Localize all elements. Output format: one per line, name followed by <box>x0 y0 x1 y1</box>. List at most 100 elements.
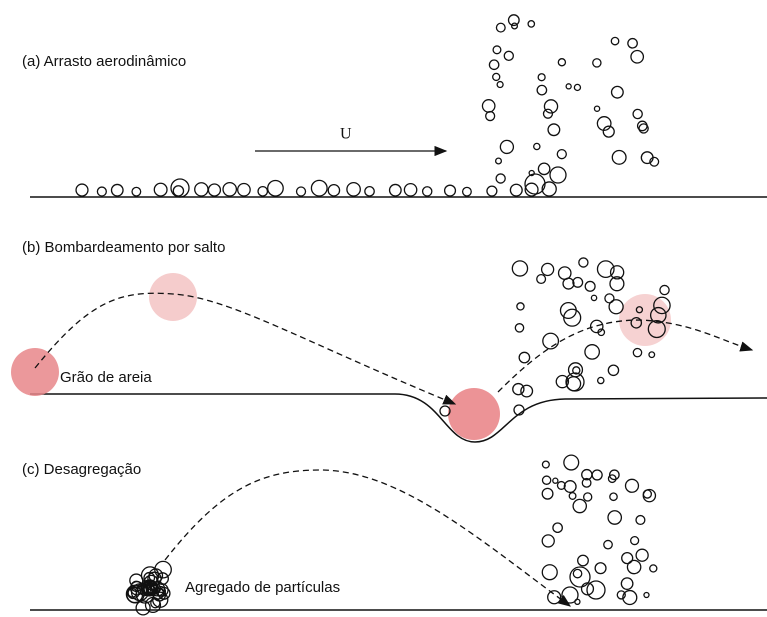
particle <box>626 479 639 492</box>
particle <box>610 493 617 500</box>
particle <box>612 86 624 98</box>
particle <box>542 565 557 580</box>
particle <box>627 560 640 573</box>
particle <box>604 540 612 548</box>
particle <box>621 578 633 590</box>
particle <box>587 581 605 599</box>
particle <box>496 174 505 183</box>
particle <box>557 150 566 159</box>
particle <box>573 499 586 512</box>
particle <box>390 184 402 196</box>
particle <box>76 184 88 196</box>
particle <box>598 377 604 383</box>
particle <box>650 565 657 572</box>
particle <box>548 124 560 136</box>
particle <box>542 476 550 484</box>
particle <box>311 180 327 196</box>
particle <box>543 109 552 118</box>
particle <box>268 180 284 196</box>
particle <box>574 84 580 90</box>
particle <box>612 150 626 164</box>
particle <box>573 569 581 577</box>
panel-title: (a) Arrasto aerodinâmico <box>22 53 186 70</box>
particle <box>550 167 566 183</box>
particle <box>513 384 524 395</box>
particle <box>553 478 558 483</box>
particle <box>644 592 649 597</box>
panel-title: (b) Bombardeamento por salto <box>22 239 225 256</box>
particle <box>542 488 553 499</box>
ground <box>30 394 767 442</box>
particle <box>562 587 578 603</box>
particle <box>238 184 250 196</box>
particle <box>445 185 456 196</box>
particle <box>517 303 524 310</box>
particle <box>636 516 645 525</box>
particle <box>489 60 498 69</box>
particle <box>154 183 167 196</box>
particle <box>328 185 339 196</box>
particle <box>347 183 360 196</box>
particle <box>633 348 641 356</box>
particle <box>537 85 546 94</box>
particle <box>595 563 606 574</box>
particle <box>593 59 601 67</box>
aggregate-label: Agregado de partículas <box>185 579 340 596</box>
particle <box>132 187 141 196</box>
particle <box>496 158 502 164</box>
particle <box>519 352 529 362</box>
particle <box>258 187 267 196</box>
particle <box>543 333 559 349</box>
particle <box>564 455 579 470</box>
particle <box>617 591 625 599</box>
particle <box>500 140 513 153</box>
particle <box>504 51 513 60</box>
particle <box>579 258 588 267</box>
particle <box>365 187 374 196</box>
particle <box>404 184 416 196</box>
particle <box>611 37 618 44</box>
particle <box>111 184 123 196</box>
particle <box>493 46 501 54</box>
particle <box>553 523 562 532</box>
particle <box>592 470 602 480</box>
sand-grain <box>11 348 59 396</box>
particle <box>631 51 643 63</box>
particle <box>585 281 595 291</box>
particle <box>538 74 545 81</box>
particle <box>631 537 639 545</box>
particle <box>584 493 592 501</box>
particle <box>608 511 621 524</box>
particle <box>622 553 633 564</box>
wind-label: U <box>340 126 352 143</box>
particle <box>97 187 106 196</box>
particle <box>542 461 549 468</box>
particle <box>633 109 642 118</box>
particle <box>628 39 637 48</box>
particle <box>223 183 236 196</box>
particle <box>496 23 505 32</box>
particle <box>173 186 183 196</box>
particle <box>542 535 554 547</box>
particle <box>493 73 500 80</box>
particle <box>569 493 576 500</box>
particle <box>487 186 497 196</box>
particle <box>649 352 655 358</box>
particle <box>608 365 618 375</box>
sand-grain <box>448 388 500 440</box>
panel-title: (c) Desagregação <box>22 461 141 478</box>
grain-label: Grão de areia <box>60 369 152 386</box>
particle <box>195 183 208 196</box>
particle <box>559 267 571 279</box>
particle <box>208 184 220 196</box>
particle <box>564 481 576 493</box>
particle <box>578 555 589 566</box>
sand-grain <box>149 273 197 321</box>
particle <box>537 275 546 284</box>
particle <box>510 184 522 196</box>
particle <box>515 324 523 332</box>
trajectory <box>35 293 455 404</box>
particle <box>521 385 533 397</box>
particle <box>538 163 549 174</box>
particle <box>605 294 614 303</box>
